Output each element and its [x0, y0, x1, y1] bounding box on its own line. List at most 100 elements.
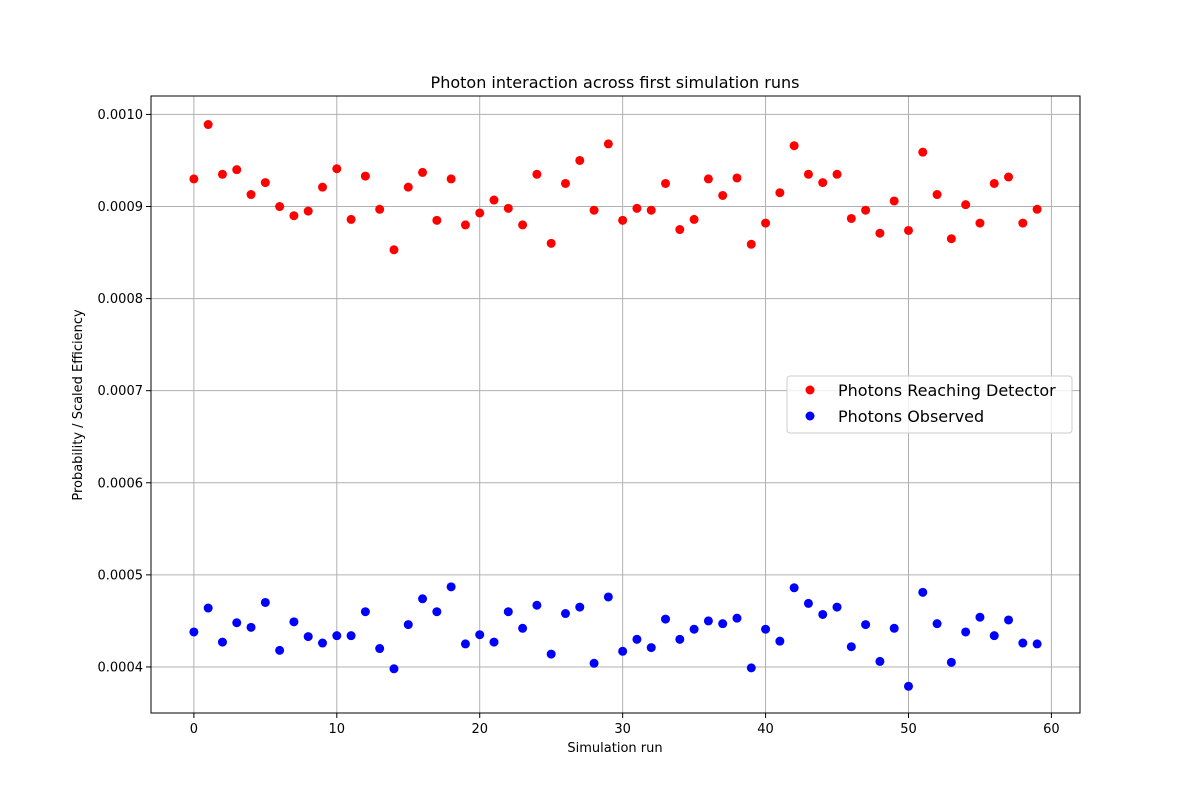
observed-point — [946, 657, 956, 667]
chart-title: Photon interaction across first simulati… — [431, 73, 800, 92]
detector-point — [532, 169, 542, 179]
observed-point — [518, 623, 528, 633]
detector-point — [746, 239, 756, 249]
observed-point — [560, 609, 570, 619]
observed-point — [989, 631, 999, 641]
detector-point — [489, 195, 499, 205]
detector-point — [403, 182, 413, 192]
detector-point — [603, 139, 613, 149]
detector-point — [1032, 204, 1042, 214]
observed-point — [475, 630, 485, 640]
detector-point — [232, 165, 242, 175]
detector-point — [661, 178, 671, 188]
observed-point — [446, 582, 456, 592]
x-tick-label: 30 — [614, 722, 631, 737]
observed-point — [761, 624, 771, 634]
legend-label-detector: Photons Reaching Detector — [838, 381, 1056, 400]
observed-point — [489, 637, 499, 647]
observed-point — [818, 609, 828, 619]
detector-point — [689, 214, 699, 224]
detector-point — [389, 245, 399, 255]
x-tick-label: 50 — [900, 722, 917, 737]
observed-point — [732, 613, 742, 623]
detector-point — [946, 234, 956, 244]
detector-point — [246, 190, 256, 200]
detector-point — [560, 178, 570, 188]
detector-point — [303, 206, 313, 216]
detector-point — [1004, 172, 1014, 182]
x-tick-label: 20 — [471, 722, 488, 737]
detector-point — [832, 169, 842, 179]
detector-point — [889, 196, 899, 206]
observed-point — [618, 646, 628, 656]
observed-point — [846, 642, 856, 652]
detector-point — [503, 203, 513, 213]
observed-point — [961, 627, 971, 637]
detector-point — [446, 174, 456, 184]
x-axis-label: Simulation run — [567, 741, 662, 756]
detector-point — [289, 211, 299, 221]
observed-point — [675, 634, 685, 644]
observed-point — [389, 664, 399, 674]
observed-point — [603, 592, 613, 602]
detector-point — [975, 218, 985, 228]
observed-point — [203, 603, 213, 613]
observed-point — [375, 644, 385, 654]
y-tick-label: 0.0008 — [98, 292, 144, 307]
observed-point — [217, 637, 227, 647]
plot-frame — [150, 95, 1081, 714]
observed-point — [703, 616, 713, 626]
detector-point — [518, 220, 528, 230]
observed-point — [932, 619, 942, 629]
legend-marker-detector — [805, 385, 815, 395]
y-axis-ticks: 0.0004 0.0005 0.0006 0.0007 0.0008 0.0009 0.00… — [98, 108, 151, 675]
y-tick-label: 0.0010 — [98, 108, 144, 123]
observed-point — [460, 639, 470, 649]
detector-point — [1018, 218, 1028, 228]
detector-point — [789, 141, 799, 151]
legend-marker-observed — [805, 411, 815, 421]
detector-point — [846, 213, 856, 223]
observed-point — [575, 602, 585, 612]
data-points — [189, 120, 1042, 691]
y-axis-label: Probability / Scaled Efficiency — [71, 309, 86, 501]
x-axis-ticks: 0 10 20 30 40 50 60 — [190, 713, 1060, 737]
observed-point — [689, 624, 699, 634]
observed-point — [632, 634, 642, 644]
observed-point — [1004, 615, 1014, 625]
detector-point — [732, 173, 742, 183]
legend: Photons Reaching Detector Photons Observ… — [786, 375, 1073, 434]
detector-point — [675, 225, 685, 235]
detector-point — [989, 178, 999, 188]
detector-point — [961, 200, 971, 210]
observed-point — [661, 614, 671, 624]
observed-point — [903, 681, 913, 691]
observed-point — [275, 645, 285, 655]
y-tick-label: 0.0006 — [98, 476, 144, 491]
detector-point — [918, 147, 928, 157]
detector-point — [318, 182, 328, 192]
x-tick-label: 60 — [1043, 722, 1060, 737]
detector-point — [332, 164, 342, 174]
detector-point — [703, 174, 713, 184]
detector-point — [632, 203, 642, 213]
detector-point — [803, 169, 813, 179]
detector-point — [475, 208, 485, 218]
detector-point — [575, 155, 585, 165]
observed-point — [189, 627, 199, 637]
legend-box — [786, 375, 1073, 434]
detector-point — [546, 238, 556, 248]
observed-point — [532, 600, 542, 610]
detector-point — [460, 220, 470, 230]
detector-point — [260, 178, 270, 188]
observed-point — [832, 602, 842, 612]
observed-point — [861, 620, 871, 630]
observed-point — [303, 632, 313, 642]
y-tick-label: 0.0004 — [98, 660, 144, 675]
detector-point — [646, 205, 656, 215]
y-tick-label: 0.0009 — [98, 200, 144, 215]
legend-label-observed: Photons Observed — [838, 407, 984, 426]
x-tick-label: 40 — [757, 722, 774, 737]
observed-point — [246, 622, 256, 632]
